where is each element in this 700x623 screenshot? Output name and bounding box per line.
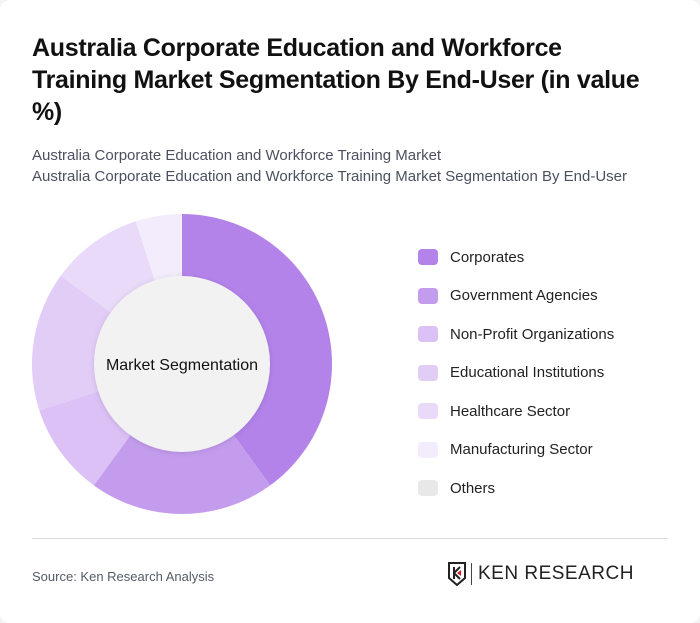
ken-shield-icon — [448, 562, 466, 586]
logo-divider — [471, 563, 472, 585]
slice-manufacturing-sector[interactable] — [135, 214, 182, 288]
legend-item-educational[interactable]: Educational Institutions — [418, 354, 678, 393]
legend-item-healthcare[interactable]: Healthcare Sector — [418, 392, 678, 431]
slice-corporates[interactable] — [182, 214, 332, 486]
logo-text: KEN RESEARCH — [478, 563, 634, 584]
slice-government-agencies[interactable] — [93, 428, 271, 514]
swatch-icon — [418, 249, 438, 266]
legend-item-corporates[interactable]: Corporates — [418, 238, 678, 277]
footer-divider — [32, 538, 668, 539]
legend-item-government-agencies[interactable]: Government Agencies — [418, 277, 678, 316]
legend-item-manufacturing[interactable]: Manufacturing Sector — [418, 431, 678, 470]
swatch-icon — [418, 326, 438, 343]
ken-research-logo: KEN RESEARCH — [447, 562, 634, 586]
swatch-icon — [418, 480, 438, 497]
chart-title: Australia Corporate Education and Workfo… — [32, 34, 640, 126]
source-text: Source: Ken Research Analysis — [32, 569, 215, 584]
subtitle-line-2: Australia Corporate Education and Workfo… — [32, 168, 628, 185]
center-label: Market Segmentation — [106, 357, 258, 374]
chart-subtitle: Australia Corporate Education and Workfo… — [32, 145, 672, 187]
donut-chart: Market Segmentation — [0, 200, 370, 530]
swatch-icon — [418, 364, 438, 381]
swatch-icon — [418, 287, 438, 304]
donut-svg: Market Segmentation — [31, 214, 332, 514]
legend: Corporates Government Agencies Non-Profi… — [418, 238, 678, 508]
legend-item-non-profit[interactable]: Non-Profit Organizations — [418, 315, 678, 354]
swatch-icon — [418, 441, 438, 458]
swatch-icon — [418, 403, 438, 420]
donut-center — [94, 276, 270, 452]
subtitle-line-1: Australia Corporate Education and Workfo… — [32, 147, 442, 164]
legend-item-others[interactable]: Others — [418, 469, 678, 508]
